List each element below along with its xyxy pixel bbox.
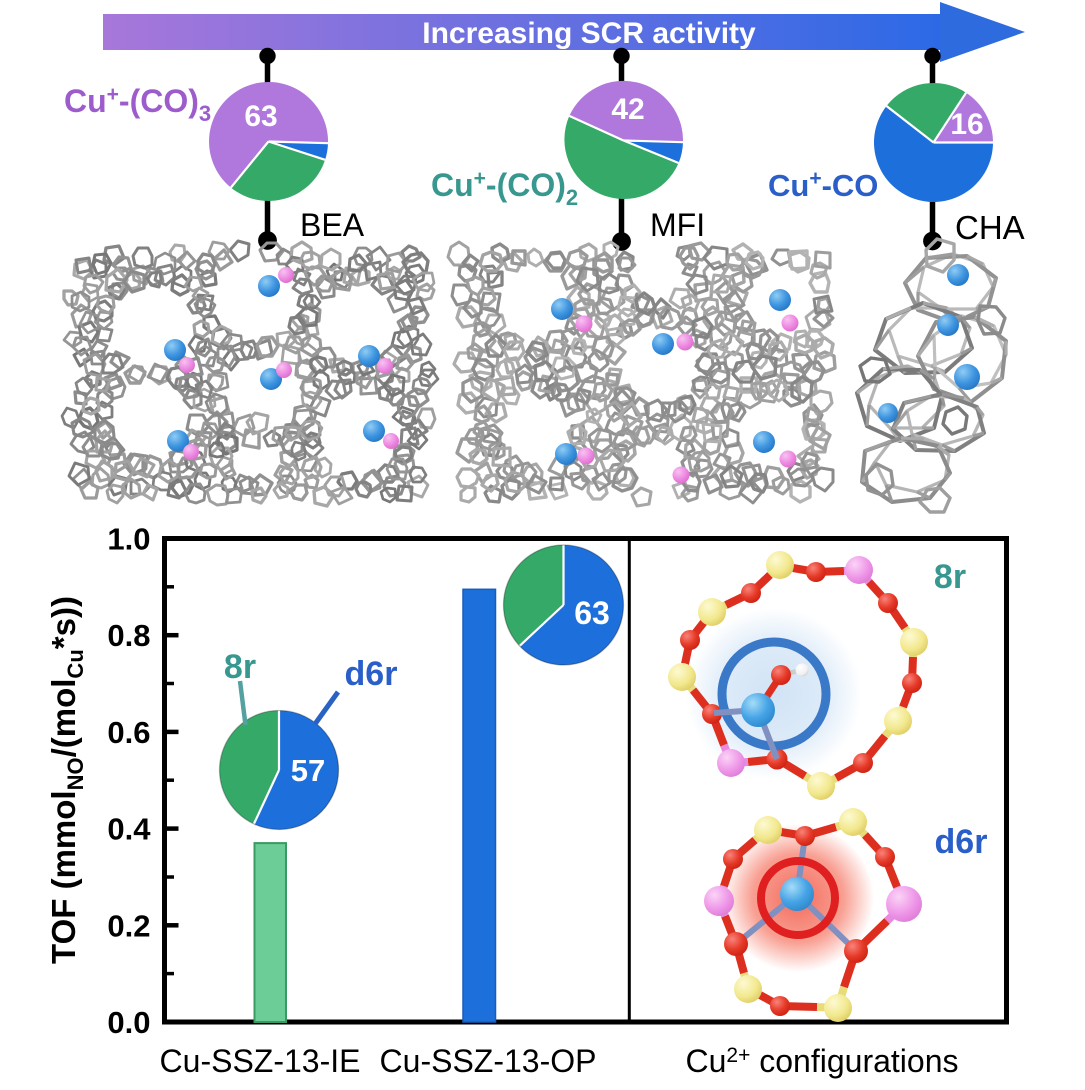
svg-text:63: 63 bbox=[574, 595, 610, 631]
svg-text:Cu-SSZ-13-OP: Cu-SSZ-13-OP bbox=[380, 1043, 597, 1079]
svg-text:8r: 8r bbox=[224, 648, 256, 686]
svg-text:1.0: 1.0 bbox=[107, 522, 150, 557]
svg-text:Increasing SCR activity: Increasing SCR activity bbox=[422, 17, 756, 50]
svg-text:0.8: 0.8 bbox=[107, 618, 150, 653]
svg-text:0.2: 0.2 bbox=[107, 908, 150, 943]
svg-text:d6r: d6r bbox=[935, 823, 988, 861]
svg-text:0.0: 0.0 bbox=[107, 1005, 150, 1040]
svg-text:16: 16 bbox=[950, 108, 983, 141]
svg-text:0.4: 0.4 bbox=[107, 812, 151, 847]
svg-text:Cu+-(CO)3: Cu+-(CO)3 bbox=[64, 83, 211, 126]
svg-text:57: 57 bbox=[291, 753, 325, 788]
svg-text:42: 42 bbox=[611, 93, 644, 126]
svg-text:Cu+-CO: Cu+-CO bbox=[768, 167, 878, 203]
svg-text:8r: 8r bbox=[934, 558, 966, 596]
svg-text:MFI: MFI bbox=[650, 207, 705, 243]
svg-text:Cu+-(CO)2: Cu+-(CO)2 bbox=[431, 167, 578, 210]
svg-text:CHA: CHA bbox=[955, 209, 1025, 246]
svg-text:63: 63 bbox=[244, 100, 277, 133]
svg-text:Cu-SSZ-13-IE: Cu-SSZ-13-IE bbox=[160, 1043, 361, 1079]
svg-text:d6r: d6r bbox=[345, 655, 398, 693]
svg-text:BEA: BEA bbox=[300, 207, 365, 243]
svg-text:0.6: 0.6 bbox=[107, 715, 150, 750]
